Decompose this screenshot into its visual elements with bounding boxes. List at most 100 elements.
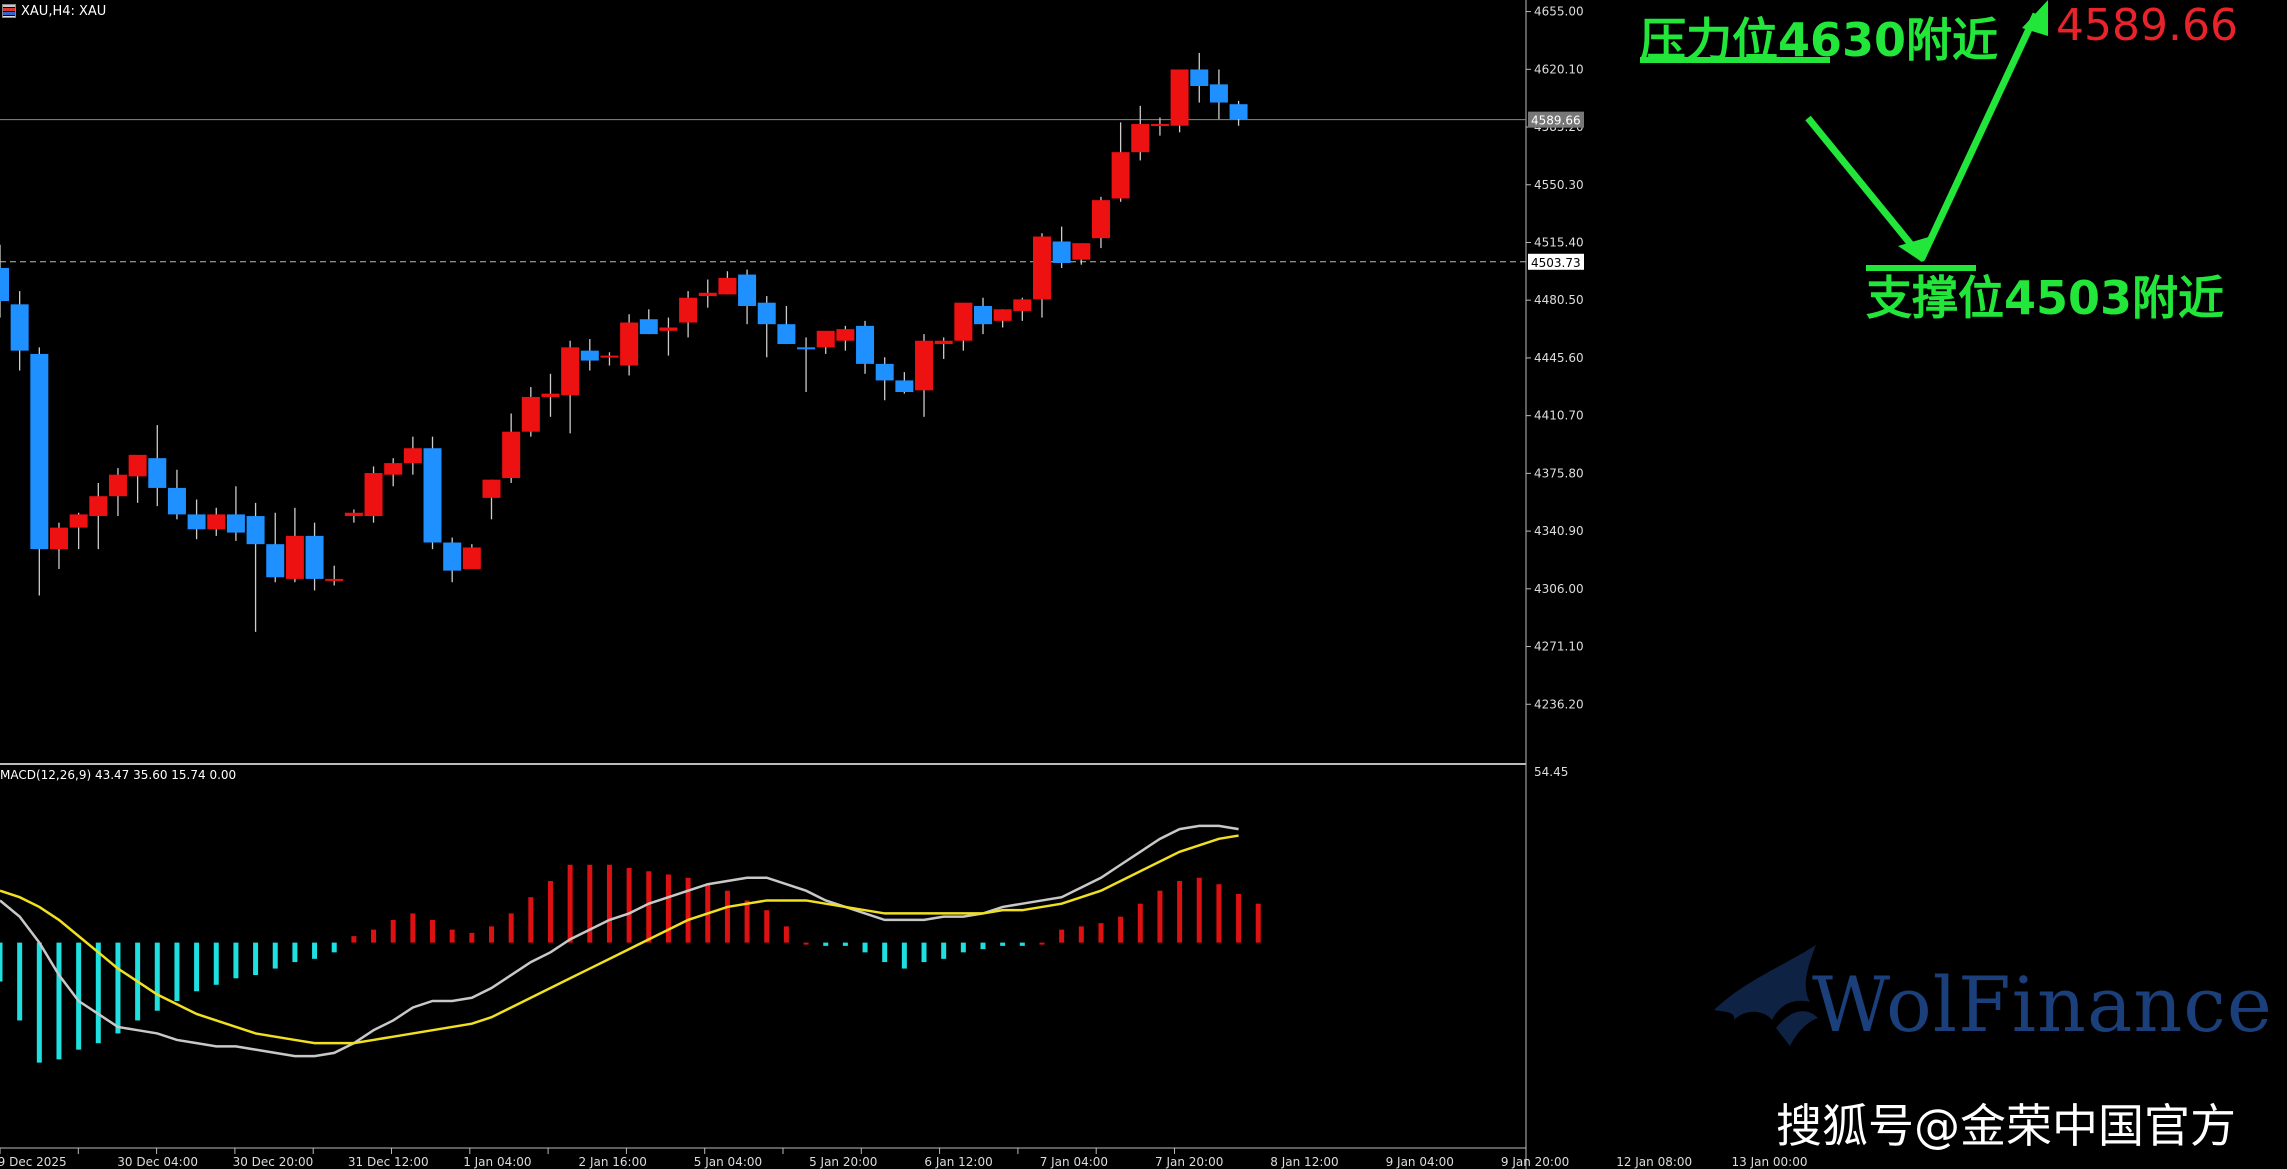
time-tick-label: 30 Dec 04:00 — [117, 1155, 198, 1169]
macd-histogram-bar — [724, 890, 730, 943]
candle-body — [502, 431, 521, 479]
time-tick-label: 2 Jan 16:00 — [579, 1155, 647, 1169]
macd-histogram-bar — [547, 880, 553, 943]
support-value: 4503 — [2004, 271, 2133, 325]
symbol-label: XAU,H4: XAU — [21, 3, 107, 19]
macd-histogram-bar — [272, 942, 278, 969]
current-price-label: 4589.66 — [1531, 114, 1581, 128]
macd-histogram-bar — [253, 942, 259, 976]
symbol-menu-icon[interactable] — [2, 4, 16, 18]
candle-body — [69, 514, 88, 528]
time-tick-label: 12 Jan 08:00 — [1616, 1155, 1692, 1169]
candle-body — [895, 380, 914, 392]
price-tick-label: 4375.80 — [1534, 466, 1584, 480]
candle-body — [246, 516, 265, 545]
macd-histogram-bar — [312, 942, 318, 959]
macd-histogram-bar — [980, 942, 986, 950]
candle-body — [384, 463, 403, 475]
macd-histogram-bar — [292, 942, 298, 963]
macd-histogram-bar — [390, 919, 396, 943]
candle-body — [285, 535, 304, 579]
price-tick-label: 4271.10 — [1534, 640, 1584, 654]
candle-body — [364, 473, 383, 517]
forecast-arrow-head-up — [2022, 0, 2048, 36]
candle-body — [207, 514, 226, 530]
macd-line — [0, 824, 1239, 1058]
macd-histogram-bar — [606, 864, 612, 943]
macd-histogram-bar — [371, 929, 377, 943]
time-tick-label: 7 Jan 04:00 — [1040, 1155, 1108, 1169]
macd-histogram-bar — [882, 942, 888, 963]
candle-body — [561, 347, 580, 396]
support-price-label: 4503.73 — [1531, 256, 1581, 270]
macd-histogram-bar — [960, 942, 966, 953]
candle-body — [423, 448, 442, 543]
candle-body — [266, 544, 285, 578]
candle-body — [1131, 124, 1150, 153]
candle-body — [541, 393, 560, 397]
time-tick-label: 13 Jan 00:00 — [1732, 1155, 1808, 1169]
support-prefix: 支撑位 — [1866, 271, 2004, 325]
macd-histogram-bar — [76, 942, 82, 1050]
candle-body — [521, 396, 540, 432]
candle-body — [934, 340, 953, 345]
macd-histogram-bar — [1118, 916, 1124, 943]
watermark-logo-text: WolFinance — [1812, 960, 2273, 1049]
candle-body — [600, 355, 619, 358]
candle-body — [1209, 84, 1228, 103]
macd-histogram-bar — [823, 942, 829, 946]
candle-body — [167, 487, 186, 515]
time-tick-label: 7 Jan 20:00 — [1155, 1155, 1223, 1169]
macd-histogram-bar — [842, 942, 848, 946]
chart-header: XAU,H4: XAU — [0, 0, 106, 22]
candle-body — [49, 527, 68, 550]
macd-histogram-bar — [56, 942, 62, 1060]
candle-body — [1170, 69, 1189, 126]
macd-indicator-label: MACD(12,26,9) 43.47 35.60 15.74 0.00 — [0, 768, 237, 782]
candle-body — [10, 304, 29, 351]
price-tick-label: 4655.00 — [1534, 5, 1584, 19]
candle-body — [89, 496, 108, 517]
candle-body — [187, 514, 206, 530]
candle-body — [620, 322, 639, 366]
candle-body — [1091, 200, 1110, 239]
forecast-arrow-head-down — [1898, 236, 1932, 262]
macd-histogram-bar — [744, 900, 750, 943]
price-tick-label: 4515.40 — [1534, 235, 1584, 249]
macd-histogram-bar — [1000, 942, 1006, 946]
macd-histogram-bar — [1137, 903, 1143, 943]
macd-histogram-bar — [1157, 890, 1163, 943]
candle-body — [816, 330, 835, 348]
candle-body — [797, 347, 816, 350]
candle-body — [875, 363, 894, 381]
resistance-prefix: 压力位 — [1640, 13, 1778, 67]
candle-body — [954, 302, 973, 341]
candle-body — [639, 319, 658, 335]
macd-histogram-bar — [95, 942, 101, 1044]
time-tick-label: 9 Jan 20:00 — [1501, 1155, 1569, 1169]
macd-histogram-bar — [665, 874, 671, 943]
macd-histogram-bar — [1177, 880, 1183, 943]
candle-body — [757, 302, 776, 325]
macd-histogram-bar — [528, 897, 534, 943]
price-tick-label: 4620.10 — [1534, 62, 1584, 76]
candle-body — [403, 448, 422, 464]
time-tick-label: 31 Dec 12:00 — [348, 1155, 429, 1169]
price-tick-label: 4480.50 — [1534, 293, 1584, 307]
macd-histogram-bar — [921, 942, 927, 963]
macd-histogram-bar — [410, 913, 416, 943]
candle-body — [128, 454, 147, 477]
candle-body — [325, 578, 344, 581]
candle-body — [1072, 243, 1091, 260]
macd-histogram-bar — [941, 942, 947, 959]
candle-body — [108, 474, 127, 497]
time-tick-label: 9 Jan 04:00 — [1386, 1155, 1454, 1169]
candle-body — [1013, 299, 1032, 311]
support-suffix: 附近 — [2132, 271, 2225, 325]
candle-body — [1052, 241, 1071, 263]
candle-body — [226, 514, 245, 533]
macd-histogram-bar — [469, 932, 475, 943]
candle-body — [462, 547, 481, 569]
time-tick-label: 5 Jan 20:00 — [809, 1155, 877, 1169]
